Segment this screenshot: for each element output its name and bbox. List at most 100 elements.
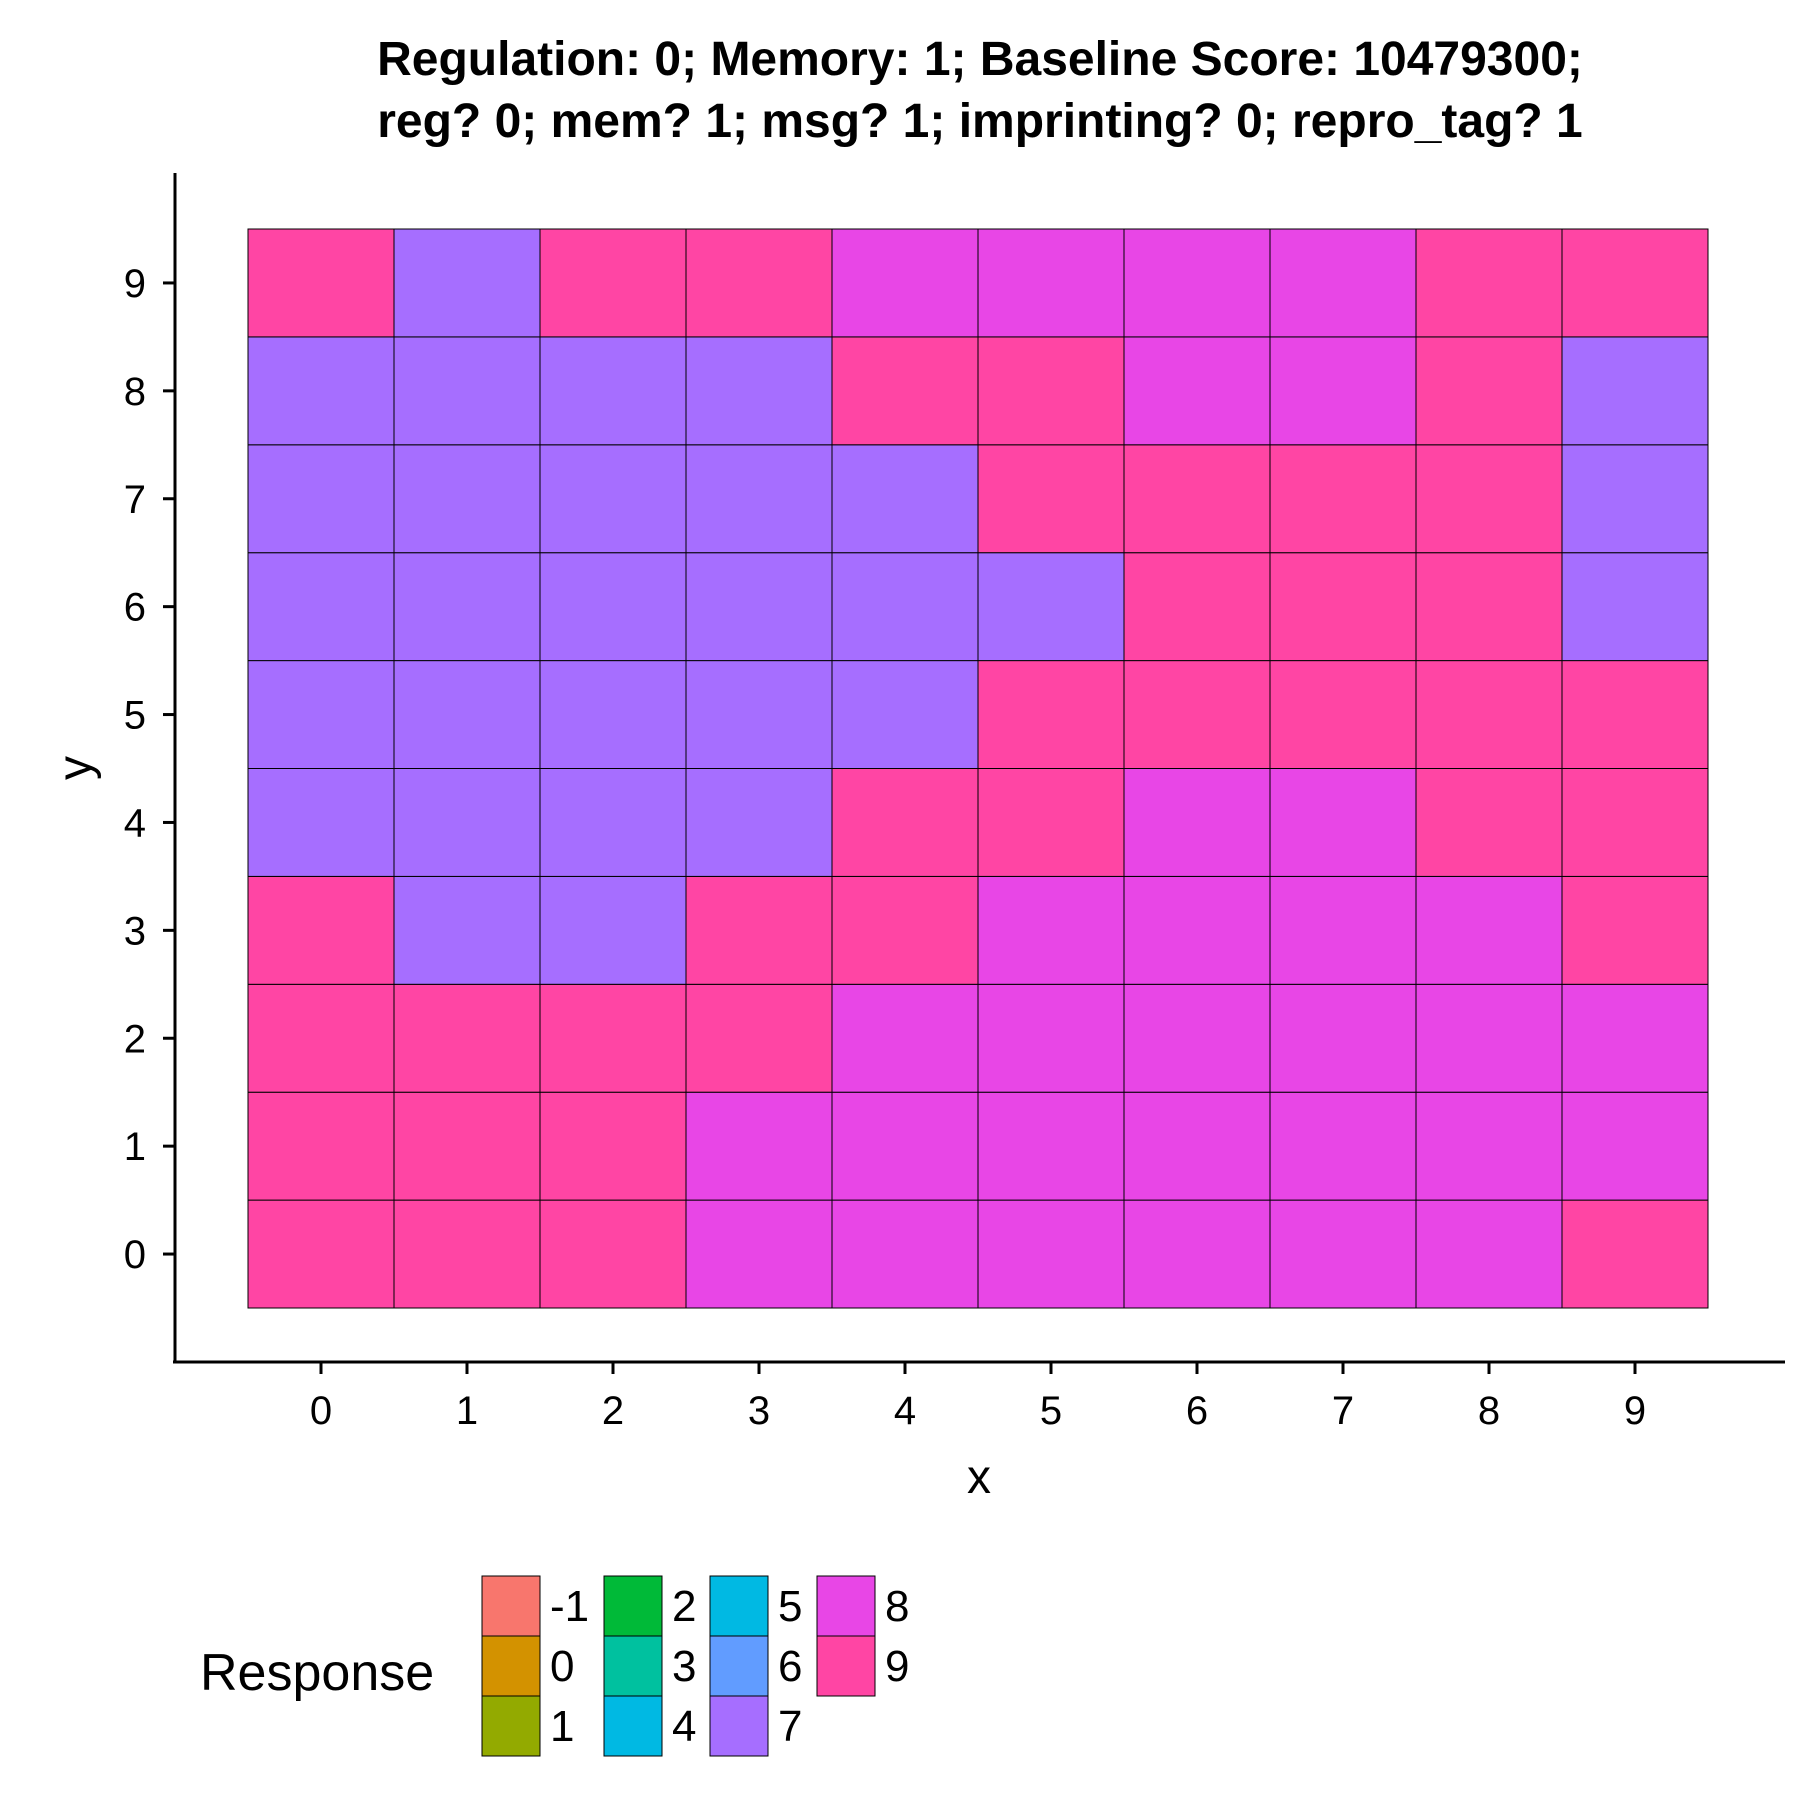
heatmap-cell	[1415, 768, 1563, 877]
heatmap-cells	[247, 228, 1709, 1309]
heatmap-cell	[1269, 660, 1417, 769]
legend-label: 0	[550, 1642, 574, 1691]
heatmap-cell	[977, 660, 1125, 769]
y-tick-label: 9	[124, 262, 146, 306]
legend-key	[709, 1635, 769, 1697]
heatmap-cell	[977, 875, 1125, 985]
x-ticks: 0 1 2 3 4 5 6 7 8 9	[310, 1362, 1646, 1433]
heatmap-cell	[831, 768, 979, 877]
heatmap-cell	[393, 1091, 541, 1201]
legend-key	[481, 1695, 541, 1757]
heatmap-cell	[1123, 875, 1271, 985]
y-tick-label: 2	[124, 1017, 146, 1061]
legend-key	[481, 1635, 541, 1697]
heatmap-cell	[1269, 336, 1417, 446]
legend-label: 7	[778, 1702, 802, 1751]
heatmap-cell	[685, 444, 833, 554]
y-ticks: 0 1 2 3 4 5 6 7 8 9	[124, 262, 175, 1277]
heatmap-cell	[539, 1091, 687, 1201]
legend-label: 8	[885, 1582, 909, 1631]
y-tick-label: 6	[124, 586, 146, 630]
heatmap-cell	[1123, 660, 1271, 769]
legend-label: 3	[672, 1642, 696, 1691]
heatmap-cell	[831, 660, 979, 769]
heatmap-cell	[831, 228, 979, 338]
heatmap-cell	[539, 660, 687, 769]
legend-key	[603, 1695, 663, 1757]
heatmap-cell	[1123, 336, 1271, 446]
heatmap-cell	[1123, 768, 1271, 877]
x-tick-label: 3	[748, 1389, 770, 1433]
x-tick-label: 4	[894, 1389, 916, 1433]
heatmap-cell	[1415, 552, 1563, 662]
heatmap-cell	[1269, 444, 1417, 554]
legend-label: 5	[778, 1582, 802, 1631]
heatmap-cell	[977, 768, 1125, 877]
y-tick-label: 4	[124, 801, 146, 845]
heatmap-cell	[393, 660, 541, 769]
heatmap-cell	[247, 875, 395, 985]
heatmap-cell	[685, 875, 833, 985]
heatmap-cell	[1415, 228, 1563, 338]
legend-label: 2	[672, 1582, 696, 1631]
heatmap-cell	[1561, 228, 1709, 338]
heatmap-cell	[685, 768, 833, 877]
y-tick-label: 1	[124, 1125, 146, 1169]
heatmap-cell	[247, 768, 395, 877]
heatmap-cell	[1123, 228, 1271, 338]
heatmap-cell	[1561, 983, 1709, 1093]
y-tick-label: 5	[124, 694, 146, 738]
legend-key	[816, 1575, 876, 1637]
heatmap-cell	[247, 552, 395, 662]
heatmap-cell	[1123, 1199, 1271, 1309]
legend-items: -1 0 1 2 3 4 5 6 7 8 9	[481, 1575, 909, 1757]
heatmap-cell	[831, 336, 979, 446]
heatmap-cell	[393, 768, 541, 877]
heatmap-cell	[685, 552, 833, 662]
heatmap-cell	[685, 660, 833, 769]
heatmap-cell	[977, 983, 1125, 1093]
heatmap-cell	[1415, 660, 1563, 769]
heatmap-cell	[977, 444, 1125, 554]
heatmap-cell	[1415, 875, 1563, 985]
heatmap-cell	[1561, 768, 1709, 877]
heatmap-cell	[539, 875, 687, 985]
axes	[173, 173, 1785, 1364]
legend-label: 1	[550, 1702, 574, 1751]
heatmap-cell	[1269, 1091, 1417, 1201]
heatmap-cell	[247, 983, 395, 1093]
heatmap-cell	[1561, 1199, 1709, 1309]
heatmap-cell	[393, 444, 541, 554]
heatmap-cell	[1415, 336, 1563, 446]
heatmap-cell	[1269, 875, 1417, 985]
heatmap-cell	[1123, 552, 1271, 662]
heatmap-cell	[393, 875, 541, 985]
heatmap-cell	[685, 1199, 833, 1309]
legend-label: 4	[672, 1702, 696, 1751]
heatmap-cell	[831, 1091, 979, 1201]
legend-key	[709, 1575, 769, 1637]
heatmap-cell	[393, 983, 541, 1093]
heatmap-cell	[1123, 444, 1271, 554]
heatmap-cell	[685, 228, 833, 338]
heatmap-cell	[1269, 983, 1417, 1093]
chart-title-line-2: reg? 0; mem? 1; msg? 1; imprinting? 0; r…	[377, 95, 1583, 148]
heatmap-cell	[1269, 768, 1417, 877]
heatmap-cell	[539, 552, 687, 662]
heatmap-cell	[1123, 983, 1271, 1093]
heatmap-cell	[685, 1091, 833, 1201]
x-tick-label: 7	[1332, 1389, 1354, 1433]
legend-key	[709, 1695, 769, 1757]
heatmap-cell	[393, 552, 541, 662]
heatmap-cell	[247, 336, 395, 446]
heatmap-cell	[247, 1199, 395, 1309]
y-tick-label: 3	[124, 909, 146, 953]
heatmap-cell	[831, 875, 979, 985]
heatmap-cell	[247, 444, 395, 554]
x-tick-label: 5	[1040, 1389, 1062, 1433]
legend-key	[481, 1575, 541, 1637]
heatmap-cell	[685, 336, 833, 446]
heatmap-cell	[393, 1199, 541, 1309]
heatmap-cell	[1561, 336, 1709, 446]
